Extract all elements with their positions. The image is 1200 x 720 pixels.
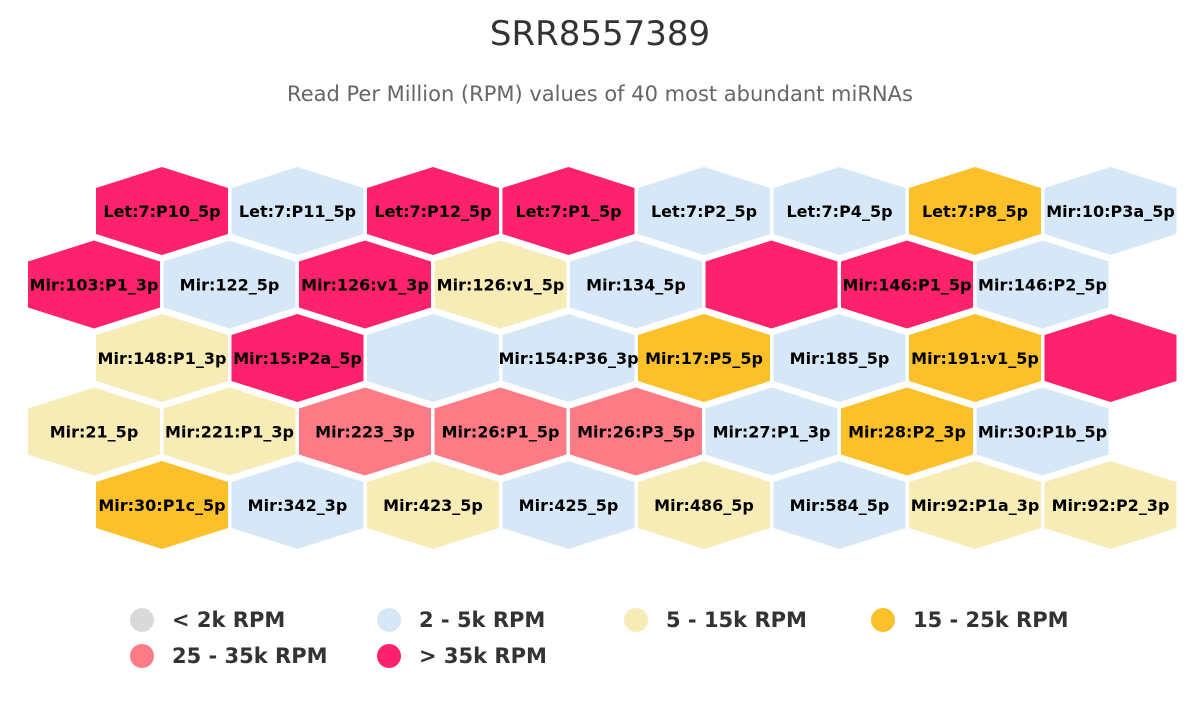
legend-label: 25 - 35k RPM [172, 644, 328, 668]
hex-label: Mir:185_5p [790, 349, 890, 368]
legend-item-gt35k[interactable]: > 35k RPM [377, 644, 547, 668]
hex-tile[interactable] [28, 387, 160, 476]
hex-label: Mir:122_5p [180, 276, 280, 295]
hex-label: Let:7:P12_5p [374, 202, 491, 221]
hex-tile[interactable] [28, 240, 160, 329]
hex-label: Mir:134_5p [586, 276, 686, 295]
hex-label: Mir:221:P1_3p [165, 423, 294, 442]
hex-tile[interactable] [1044, 461, 1177, 549]
chart-title: SRR8557389 [489, 14, 711, 54]
hex-label: Mir:30:P1b_5p [978, 423, 1107, 442]
hex-tile[interactable] [502, 461, 635, 549]
hex-tile[interactable] [638, 167, 770, 255]
hex-tile[interactable] [841, 387, 973, 476]
legend-label: 15 - 25k RPM [913, 608, 1069, 632]
hex-label: Let:7:P8_5p [922, 202, 1028, 221]
hex-tile[interactable] [773, 167, 906, 255]
hex-label: Mir:148:P1_3p [98, 349, 227, 368]
legend-swatch-gt35k [377, 644, 401, 668]
hex-label: Let:7:P10_5p [103, 202, 220, 221]
hex-label: Mir:92:P1a_3p [911, 496, 1040, 515]
hex-label: Mir:126:v1_3p [301, 276, 429, 295]
hex-tile[interactable] [773, 314, 906, 402]
legend-item-5-15k[interactable]: 5 - 15k RPM [624, 608, 807, 632]
hex-label: Mir:342_3p [248, 496, 348, 515]
hex-label: Let:7:P2_5p [651, 202, 757, 221]
hex-tile[interactable] [570, 387, 702, 476]
hex-label: Let:7:P1_5p [515, 202, 621, 221]
hex-tile[interactable] [367, 314, 499, 402]
hex-label: Mir:191:v1_5p [911, 349, 1039, 368]
chart-subtitle: Read Per Million (RPM) values of 40 most… [287, 82, 913, 106]
hex-label: Mir:15:P2a_5p [233, 349, 362, 368]
hex-tile[interactable] [434, 240, 567, 329]
hex-tile[interactable] [976, 387, 1109, 476]
hex-label: Mir:103:P1_3p [30, 276, 159, 295]
hex-tile[interactable] [367, 461, 499, 549]
hex-tile[interactable] [231, 461, 364, 549]
hex-tile[interactable] [96, 167, 228, 255]
hex-tile[interactable] [1044, 167, 1177, 255]
hex-label: Mir:154:P36_3p [498, 349, 638, 368]
legend-item-2-5k[interactable]: 2 - 5k RPM [377, 608, 545, 632]
hex-tile[interactable] [909, 461, 1041, 549]
hex-label: Mir:26:P3_5p [577, 423, 695, 442]
legend-swatch-15-25k [871, 608, 895, 632]
hex-label: Mir:21_5p [50, 423, 139, 442]
hex-label: Mir:28:P2_3p [848, 423, 966, 442]
hex-label: Let:7:P4_5p [786, 202, 892, 221]
hex-tile[interactable] [163, 387, 296, 476]
hex-label: Mir:223_3p [315, 423, 415, 442]
hex-tile[interactable] [638, 461, 770, 549]
hex-label: Mir:146:P2_5p [978, 276, 1107, 295]
legend-label: 5 - 15k RPM [666, 608, 807, 632]
hex-tile[interactable] [502, 167, 635, 255]
hex-tile[interactable] [96, 461, 228, 549]
hex-tile[interactable] [773, 461, 906, 549]
hex-label: Mir:30:P1c_5p [98, 496, 225, 515]
hex-tile[interactable] [163, 240, 296, 329]
legend-swatch-lt2k [130, 608, 154, 632]
legend-label: > 35k RPM [419, 644, 547, 668]
hex-tile[interactable] [909, 167, 1041, 255]
hex-tile[interactable] [841, 240, 973, 329]
hex-tile[interactable] [705, 240, 838, 329]
hex-tile[interactable] [231, 167, 364, 255]
legend-label: < 2k RPM [172, 608, 286, 632]
hex-label: Mir:584_5p [790, 496, 890, 515]
hex-tile[interactable] [705, 387, 838, 476]
hex-label: Let:7:P11_5p [239, 202, 356, 221]
legend-item-lt2k[interactable]: < 2k RPM [130, 608, 285, 632]
hex-tile[interactable] [1044, 314, 1177, 402]
hex-tile[interactable] [299, 240, 431, 329]
legend-swatch-25-35k [130, 644, 154, 668]
hex-tile[interactable] [638, 314, 770, 402]
legend-item-15-25k[interactable]: 15 - 25k RPM [871, 608, 1069, 632]
hex-label: Mir:17:P5_5p [645, 349, 763, 368]
hex-label: Mir:26:P1_5p [442, 423, 560, 442]
hex-label: Mir:27:P1_3p [713, 423, 831, 442]
hex-tile[interactable] [367, 167, 499, 255]
hex-label: Mir:146:P1_5p [843, 276, 972, 295]
hex-tile[interactable] [96, 314, 228, 402]
hex-label: Mir:126:v1_5p [437, 276, 565, 295]
hex-tile[interactable] [909, 314, 1041, 402]
hex-tile[interactable] [231, 314, 364, 402]
hex-label: Mir:425_5p [519, 496, 619, 515]
legend-item-25-35k[interactable]: 25 - 35k RPM [130, 644, 328, 668]
legend-swatch-5-15k [624, 608, 648, 632]
hex-tile[interactable] [299, 387, 431, 476]
hex-label: Mir:10:P3a_5p [1046, 202, 1175, 221]
hex-tile[interactable] [502, 314, 635, 402]
hex-label: Mir:92:P2_3p [1052, 496, 1170, 515]
hex-tile[interactable] [570, 240, 702, 329]
hex-tile[interactable] [434, 387, 567, 476]
hex-label: Mir:423_5p [383, 496, 483, 515]
hex-label: Mir:486_5p [654, 496, 754, 515]
legend-swatch-2-5k [377, 608, 401, 632]
legend-label: 2 - 5k RPM [419, 608, 546, 632]
hex-tile[interactable] [976, 240, 1109, 329]
